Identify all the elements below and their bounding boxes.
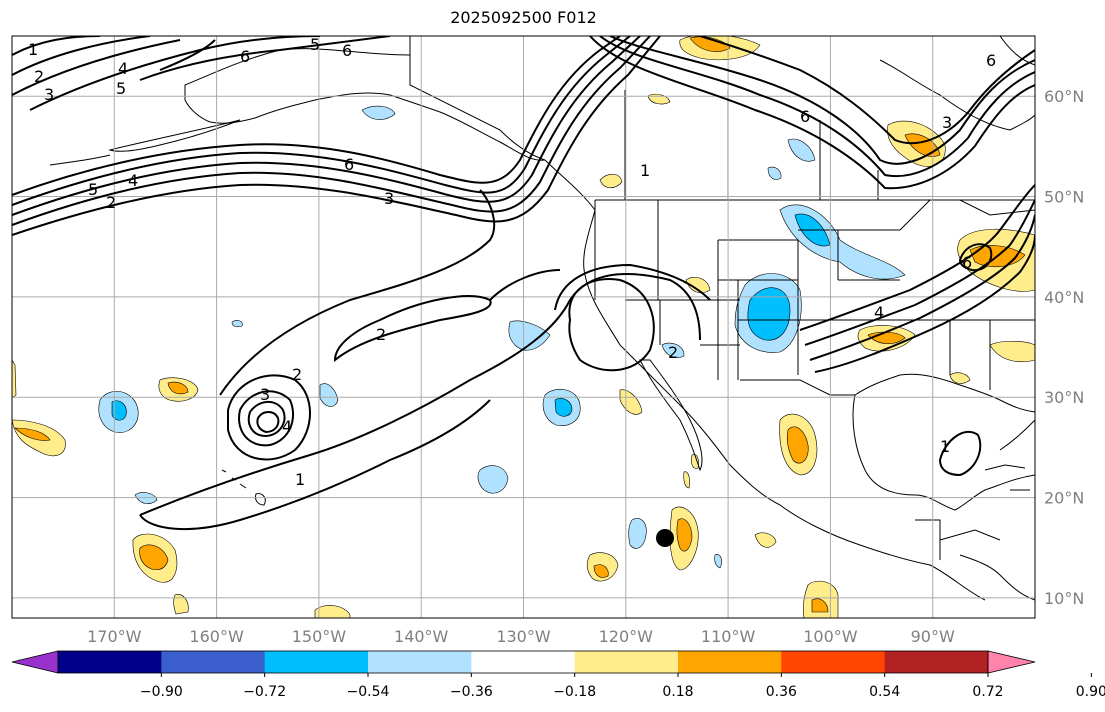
contour-label: 4 [128, 171, 138, 190]
colorbar-ticks: −0.90 −0.72 −0.54 −0.36 −0.18 0.18 0.36 0.54 0.7… [140, 673, 1105, 700]
contour-labels: 1 2 3 4 5 6 5 6 5 4 2 6 3 2 2 3 4 1 1 2 … [28, 35, 996, 489]
contour-label: 2 [376, 325, 386, 344]
contour-label: 5 [310, 35, 320, 54]
contour-label: 6 [800, 107, 810, 126]
colorbar-segment [574, 651, 679, 673]
negative-anomaly-fills [98, 105, 906, 569]
longitude-labels: 170°W 160°W 150°W 140°W 130°W 120°W 110°W 100°W… [87, 627, 955, 646]
longitude-label: 170°W [87, 627, 142, 646]
colorbar-extend-high [987, 650, 1036, 674]
colorbar-segment [884, 651, 989, 673]
contour-label: 4 [118, 59, 128, 78]
contour-label: 4 [282, 417, 292, 436]
coastlines [49, 36, 1035, 601]
colorbar-segment [368, 651, 472, 673]
latitude-label: 30°N [1044, 388, 1084, 407]
contour-label: 6 [240, 47, 250, 66]
colorbar-segment [471, 651, 576, 673]
longitude-label: 130°W [496, 627, 551, 646]
colorbar-tick-label: −0.90 [140, 684, 183, 700]
colorbar-tick-label: −0.18 [553, 684, 596, 700]
longitude-label: 160°W [189, 627, 244, 646]
longitude-label: 110°W [701, 627, 756, 646]
colorbar-tick-label: 0.18 [662, 684, 693, 700]
contour-label: 1 [295, 470, 305, 489]
colorbar-segment [678, 651, 782, 673]
colorbar-tick-label: −0.54 [347, 684, 390, 700]
longitude-label: 140°W [394, 627, 449, 646]
contour-label: 6 [342, 41, 352, 60]
graticule [12, 36, 1035, 618]
contour-label: 6 [986, 51, 996, 70]
contour-label: 2 [292, 365, 302, 384]
contour-label: 3 [384, 189, 394, 208]
contour-label: 4 [874, 303, 884, 322]
colorbar [11, 650, 1036, 674]
contour-label: 1 [940, 437, 950, 456]
contour-label: 2 [106, 193, 116, 212]
latitude-label: 40°N [1044, 288, 1084, 307]
latitude-label: 60°N [1044, 87, 1084, 106]
contour-label: 5 [116, 79, 126, 98]
colorbar-segment [161, 651, 266, 673]
colorbar-tick-label: −0.36 [450, 684, 493, 700]
longitude-label: 120°W [599, 627, 654, 646]
colorbar-segment [781, 651, 886, 673]
contour-label: 3 [260, 385, 270, 404]
latitude-label: 50°N [1044, 188, 1084, 207]
latitude-label: 20°N [1044, 489, 1084, 508]
contour-label: 2 [34, 67, 44, 86]
latitude-labels: 60°N 50°N 40°N 30°N 20°N 10°N [1044, 87, 1084, 608]
colorbar-extend-low [11, 650, 59, 674]
latitude-label: 10°N [1044, 589, 1084, 608]
colorbar-tick-label: 0.72 [972, 684, 1003, 700]
colorbar-frame [57, 650, 989, 674]
colorbar-segment [58, 651, 162, 673]
colorbar-tick-label: 0.54 [869, 684, 900, 700]
contour-label: 3 [942, 113, 952, 132]
contour-label: 6 [344, 155, 354, 174]
contour-label: 1 [28, 40, 38, 59]
contour-label: 3 [44, 85, 54, 104]
contour-label: 5 [88, 180, 98, 199]
longitude-label: 100°W [803, 627, 858, 646]
colorbar-tick-label: 0.36 [766, 684, 797, 700]
longitude-label: 150°W [292, 627, 347, 646]
contour-label: 2 [668, 343, 678, 362]
map-frame [11, 35, 1036, 619]
contour-label: 1 [640, 161, 650, 180]
storm-position-dot [656, 529, 674, 547]
colorbar-tick-label: −0.72 [243, 684, 286, 700]
colorbar-segment [264, 651, 369, 673]
longitude-label: 90°W [911, 627, 955, 646]
contour-lines [12, 36, 1035, 530]
contour-label: 6 [962, 253, 972, 272]
map-title: 2025092500 F012 [450, 8, 597, 27]
colorbar-tick-label: 0.90 [1076, 684, 1105, 700]
